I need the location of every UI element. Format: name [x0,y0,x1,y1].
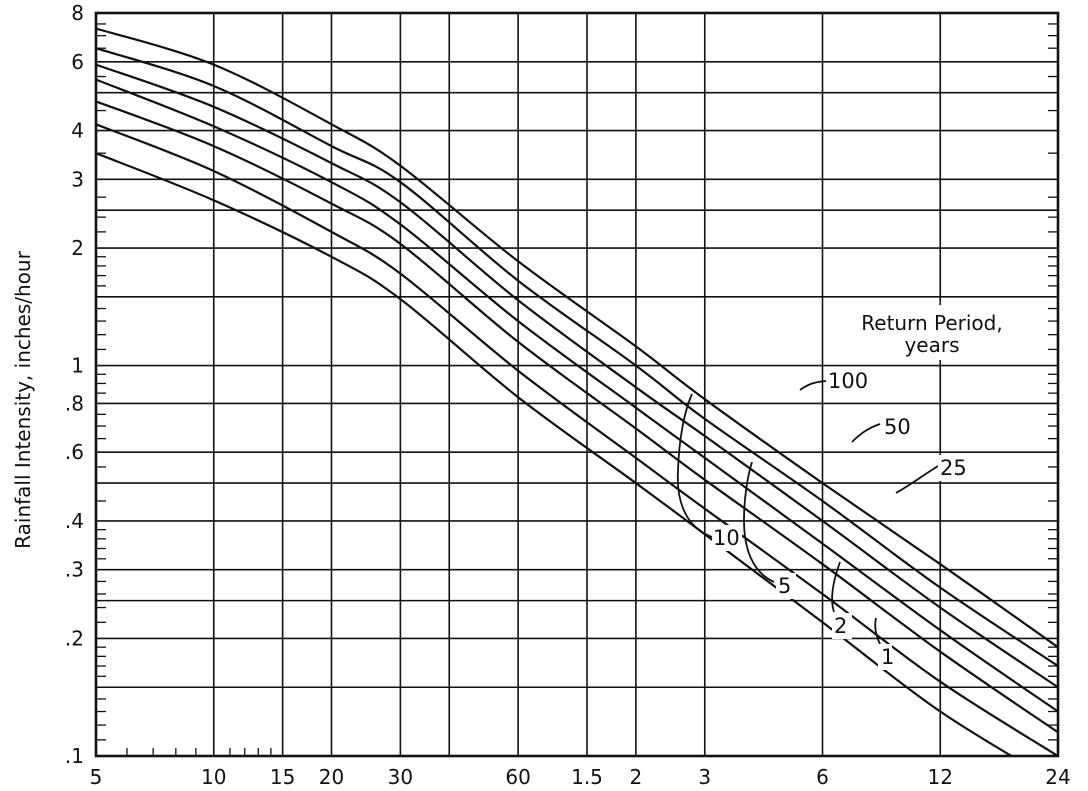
x-tick-label: 12 [928,765,953,789]
curve-label-1: 1 [881,645,894,669]
curve-label-5: 5 [778,574,791,598]
curve-label-10: 10 [713,526,740,550]
y-tick-label: 1 [71,354,84,378]
y-tick-label: .1 [65,744,84,768]
x-tick-label: 24 [1045,765,1070,789]
y-axis-label: Rainfall Intensity, inches/hour [11,250,35,548]
x-tick-label: 20 [319,765,344,789]
y-tick-label: .6 [65,440,84,464]
x-tick-label: 3 [698,765,711,789]
x-tick-label: 5 [90,765,103,789]
series-line-25 [96,63,1058,689]
legend-title-line1: Return Period, [861,311,1002,335]
curve-label-100: 100 [828,369,868,393]
leader-10 [676,393,713,538]
series-line-100 [96,27,1058,649]
leader-5 [743,461,775,583]
legend-title-line2: years [904,333,959,357]
y-tick-label: .8 [65,391,84,415]
x-tick-label: 30 [388,765,413,789]
curve-label-50: 50 [884,415,911,439]
y-tick-label: 3 [71,167,84,191]
curve-labels: 100 50 25 10 5 2 1 [676,368,982,670]
x-tick-label: 60 [505,765,530,789]
leader-2 [831,561,841,613]
series-line-50 [96,47,1058,667]
minor-ticks [96,23,1058,756]
x-tick-label: 6 [816,765,829,789]
y-tick-label: .3 [65,558,84,582]
y-tick-label: 2 [71,236,84,260]
series-line-5 [96,100,1058,734]
y-tick-label: 4 [71,119,84,143]
y-tick-label: 8 [71,1,84,25]
leader-1 [874,617,881,645]
series-line-2 [96,123,1058,756]
x-tick-label: 2 [630,765,643,789]
series-line-10 [96,78,1058,713]
curves [96,27,1058,756]
legend-title: Return Period, years [832,305,1032,360]
curve-label-25: 25 [940,456,967,480]
y-tick-label: .2 [65,626,84,650]
x-tick-label: 10 [201,765,226,789]
leader-100 [799,380,827,391]
x-tick-label: 1.5 [571,765,603,789]
y-tick-label: 6 [71,50,84,74]
series-line-1 [96,152,1014,756]
x-tick-labels: 5 10 15 20 30 60 1.5 2 3 6 12 24 [90,765,1071,789]
y-tick-labels: 8 6 4 3 2 1 .8 .6 .4 .3 .2 .1 [65,1,84,768]
plot-frame [94,11,1060,758]
leader-50 [851,423,881,443]
curve-label-2: 2 [834,614,847,638]
leader-25 [895,465,939,494]
x-tick-label: 15 [270,765,295,789]
y-tick-label: .4 [65,509,84,533]
